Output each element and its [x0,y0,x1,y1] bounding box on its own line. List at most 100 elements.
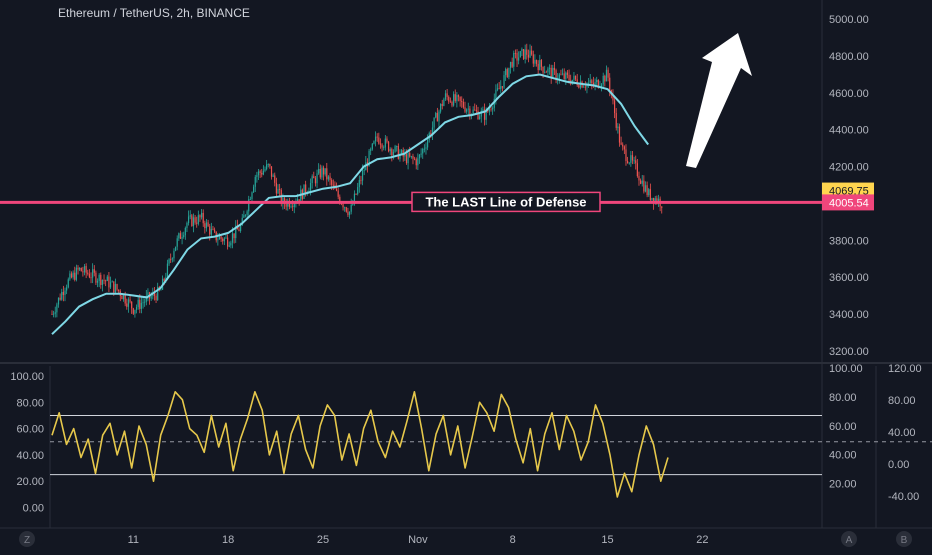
candle-body [378,137,380,144]
candle-body [513,52,515,67]
candle-body [140,302,143,309]
candle-body [480,110,482,117]
candle-body [322,167,325,175]
candle-body [75,267,77,280]
candle-body [441,103,443,106]
candle-body [204,223,206,229]
candle-body [433,117,435,128]
candle-body [222,238,224,242]
candle-body [298,199,300,201]
candle-body [444,93,447,100]
candle-body [496,88,499,90]
candle-body [285,203,287,207]
candle-body [413,158,416,160]
auto-scale-button[interactable] [841,531,857,547]
candle-body [179,233,182,239]
candle-body [309,182,312,191]
candle-body [565,72,567,79]
candle-body [651,197,653,201]
candle-body [560,74,562,76]
candle-body [196,222,198,224]
candle-body [635,160,637,164]
price-tick: 4600.00 [829,88,869,100]
candle-body [379,143,382,145]
candle-body [194,217,196,223]
candle-body [602,75,604,85]
candle-body [448,96,450,102]
osc-left-tick: 80.00 [16,397,44,409]
price-tick: 4200.00 [829,162,869,174]
time-tick: Nov [408,534,428,546]
candle-body [220,236,222,239]
candle-body [173,250,175,259]
candle-body [118,289,120,292]
candle-body [314,178,317,184]
candle-body [313,176,315,179]
symbol-title[interactable]: Ethereum / TetherUS, 2h, BINANCE [58,6,250,20]
candle-body [501,86,504,88]
candle-body [103,280,105,281]
candle-body [269,164,271,167]
candle-body [391,149,393,156]
candle-body [223,238,225,242]
candle-body [168,259,170,264]
candle-body [506,69,508,78]
candle-body [326,168,328,180]
candle-body [526,49,528,55]
candle-body [527,54,530,58]
candle-body [387,141,390,152]
candle-body [205,222,208,229]
zoom-button[interactable] [19,531,35,547]
candle-body [474,109,476,111]
candle-body [59,297,61,300]
price-tick: 3400.00 [829,309,869,321]
candle-body [449,101,451,103]
candle-body [348,211,351,215]
candle-body [254,176,256,187]
candle-body [246,211,248,215]
candle-body [607,69,609,78]
candle-body [176,238,178,247]
arrow-up-right-icon[interactable] [686,33,752,168]
candle-body [87,272,89,274]
candle-body [61,291,63,300]
candle-body [353,193,356,205]
candle-body [106,276,108,281]
candle-body [191,215,193,227]
candle-body [147,292,149,296]
osc-left-tick: 0.00 [23,502,44,514]
b-button[interactable] [896,531,912,547]
candle-body [521,49,523,52]
candle-body [475,110,477,112]
candle-body [101,280,104,285]
candle-body [318,168,320,174]
candle-body [534,59,536,64]
candle-body [622,144,624,147]
candle-body [248,199,250,212]
candle-body [279,189,281,191]
time-tick: 11 [128,534,139,546]
candle-body [620,142,622,145]
candle-body [584,86,586,88]
candle-body [604,75,606,82]
candle-body [483,109,486,120]
candle-body [594,82,596,86]
candle-body [514,52,517,54]
candle-body [113,281,115,293]
candle-body [303,184,305,199]
candle-body [132,308,134,314]
support-label-box [411,191,601,213]
candle-body [83,266,86,273]
candle-body [274,175,276,183]
candle-body [363,170,365,172]
oscillator-line [51,390,669,498]
candle-body [600,84,603,87]
candle-body [518,57,520,61]
candle-body [186,222,188,228]
osc-far-right-tick: 40.00 [888,427,916,439]
price-tick: 4800.00 [829,51,869,63]
moving-average-line [51,73,650,335]
candle-body [332,184,334,186]
candle-body [345,207,347,212]
